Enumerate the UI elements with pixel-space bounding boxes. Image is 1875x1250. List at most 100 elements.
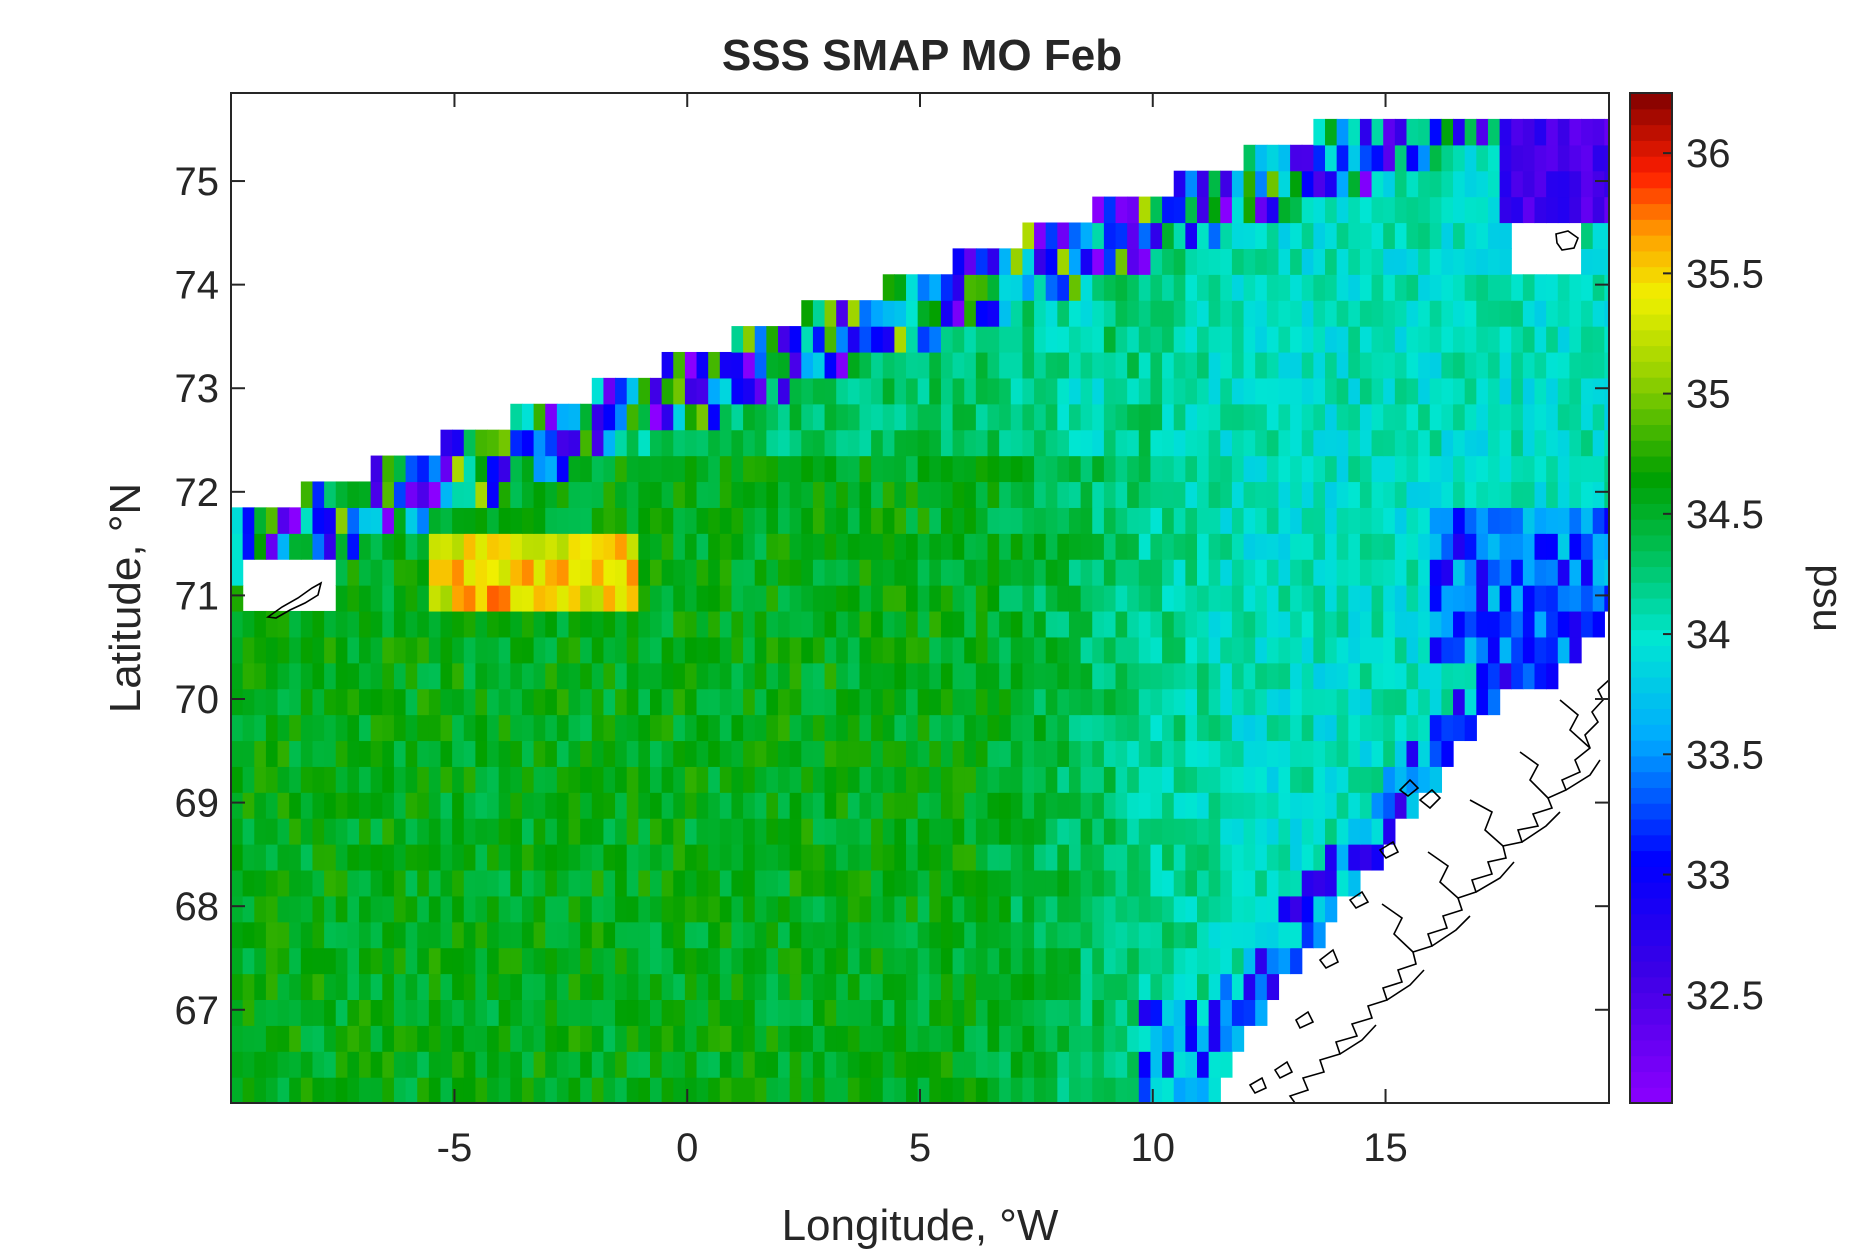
heatmap-cell — [917, 507, 930, 534]
heatmap-cell — [684, 377, 698, 405]
heatmap-cell — [812, 740, 826, 767]
heatmap-cell — [778, 844, 791, 871]
heatmap-cell — [289, 973, 302, 1001]
heatmap-cell — [498, 455, 511, 483]
heatmap-cell — [964, 792, 977, 819]
heatmap-cell — [265, 818, 279, 845]
heatmap-cell — [382, 610, 395, 638]
heatmap-cell — [1476, 144, 1489, 172]
heatmap-cell — [1266, 533, 1280, 560]
heatmap-cell — [1359, 403, 1373, 431]
heatmap-cell — [1092, 585, 1105, 612]
heatmap-cell — [1197, 766, 1210, 793]
heatmap-cell — [1464, 377, 1477, 405]
heatmap-cell — [1453, 662, 1466, 690]
heatmap-cell — [1464, 403, 1477, 431]
heatmap-cell — [615, 1077, 628, 1103]
heatmap-cell — [801, 818, 814, 845]
heatmap-cell — [300, 1025, 314, 1052]
colorbar-tick-label: 36 — [1686, 132, 1731, 176]
heatmap-cell — [708, 559, 721, 586]
heatmap-cell — [1057, 351, 1070, 379]
heatmap-cell — [754, 455, 767, 483]
heatmap-cell — [1441, 455, 1454, 483]
heatmap-cell — [347, 481, 360, 508]
heatmap-cell — [289, 818, 302, 845]
heatmap-cell — [731, 1051, 744, 1078]
heatmap-cell — [324, 636, 337, 664]
heatmap-cell — [824, 662, 837, 690]
heatmap-cell — [440, 1077, 453, 1103]
heatmap-cell — [1208, 326, 1221, 353]
heatmap-cell — [812, 1051, 826, 1078]
heatmap-cell — [510, 947, 523, 975]
heatmap-cell — [1092, 895, 1105, 923]
heatmap-cell — [556, 844, 570, 871]
heatmap-cell — [1057, 1025, 1070, 1052]
heatmap-cell — [824, 377, 837, 405]
heatmap-cell — [1022, 869, 1035, 897]
heatmap-cell — [801, 533, 814, 560]
heatmap-cell — [661, 636, 674, 664]
heatmap-cell — [975, 1025, 989, 1052]
heatmap-cell — [545, 455, 558, 483]
heatmap-cell — [521, 895, 535, 923]
heatmap-cell — [556, 1051, 570, 1078]
heatmap-cell — [894, 533, 907, 560]
heatmap-cell — [1138, 455, 1152, 483]
heatmap-cell — [708, 999, 721, 1026]
heatmap-cell — [289, 1051, 302, 1078]
heatmap-cell — [940, 455, 954, 483]
heatmap-cell — [1162, 326, 1175, 353]
heatmap-cell — [347, 585, 360, 612]
heatmap-cell — [661, 507, 674, 534]
heatmap-cell — [836, 481, 849, 508]
heatmap-cell — [1092, 1025, 1105, 1052]
heatmap-cell — [975, 533, 989, 560]
heatmap-cell — [882, 1077, 895, 1103]
heatmap-cell — [836, 714, 849, 742]
heatmap-cell — [1301, 507, 1314, 534]
heatmap-cell — [440, 921, 453, 949]
heatmap-cell — [1220, 533, 1233, 560]
heatmap-cell — [906, 455, 919, 483]
heatmap-cell — [882, 818, 895, 845]
heatmap-cell — [1313, 248, 1326, 275]
heatmap-cell — [754, 1025, 767, 1052]
heatmap-cell — [882, 895, 895, 923]
heatmap-cell — [1208, 585, 1221, 612]
heatmap-cell — [1068, 274, 1082, 301]
heatmap-cell — [847, 377, 861, 405]
heatmap-cell — [1034, 455, 1047, 483]
heatmap-cell — [359, 636, 372, 664]
heatmap-cell — [882, 973, 895, 1001]
heatmap-cell — [1266, 844, 1280, 871]
heatmap-cell — [452, 585, 465, 612]
heatmap-cell — [1092, 274, 1105, 301]
heatmap-cell — [1092, 636, 1105, 664]
heatmap-cell — [847, 1025, 861, 1052]
heatmap-cell — [498, 559, 511, 586]
heatmap-cell — [1487, 636, 1501, 664]
heatmap-cell — [428, 585, 442, 612]
heatmap-cell — [673, 895, 686, 923]
heatmap-cell — [510, 844, 523, 871]
heatmap-cell — [1034, 429, 1047, 457]
heatmap-cell — [1138, 921, 1152, 949]
heatmap-cell — [487, 455, 500, 483]
heatmap-cell — [1581, 455, 1594, 483]
heatmap-cell — [661, 481, 674, 508]
heatmap-cell — [1208, 973, 1221, 1001]
heatmap-cell — [894, 1051, 907, 1078]
heatmap-cell — [859, 844, 872, 871]
heatmap-cell — [882, 455, 895, 483]
heatmap-cell — [940, 351, 954, 379]
heatmap-cell — [626, 740, 639, 767]
heatmap-cell — [1511, 351, 1524, 379]
heatmap-cell — [347, 1051, 360, 1078]
heatmap-cell — [1511, 377, 1524, 405]
heatmap-cell — [1371, 740, 1384, 767]
heatmap-cell — [1453, 377, 1466, 405]
heatmap-cell — [580, 921, 593, 949]
heatmap-cell — [1348, 507, 1361, 534]
